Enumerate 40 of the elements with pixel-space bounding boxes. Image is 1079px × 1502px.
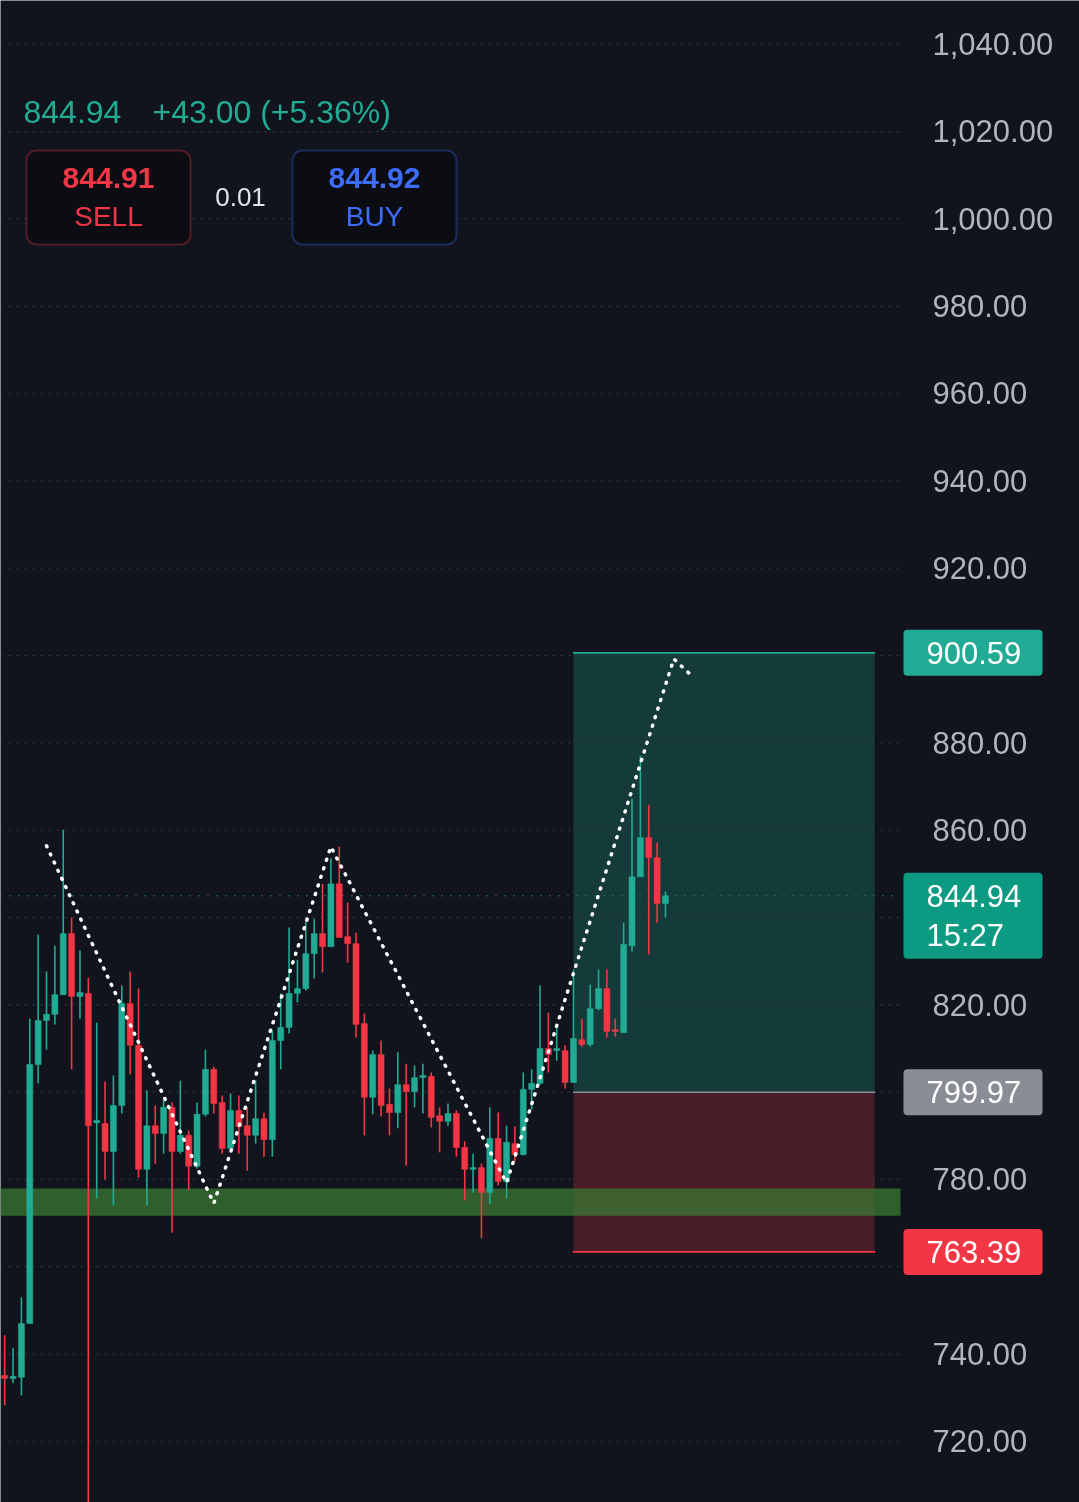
candlestick bbox=[310, 917, 318, 980]
annotation: 0.01 bbox=[215, 181, 266, 212]
annotation: +43.00 (+5.36%) bbox=[152, 93, 391, 130]
y-tick-label: 1,000.00 bbox=[932, 201, 1054, 237]
y-tick-label: 780.00 bbox=[932, 1162, 1028, 1198]
candlestick bbox=[177, 1079, 184, 1155]
y-tick-label: 940.00 bbox=[932, 463, 1028, 499]
annotation: 844.91 bbox=[62, 160, 155, 194]
y-tick-label: 1,040.00 bbox=[932, 27, 1054, 63]
candlestick bbox=[93, 1021, 100, 1200]
data-label: 799.97 bbox=[926, 1075, 1022, 1111]
candlestick bbox=[444, 1102, 452, 1127]
data-label: 763.39 bbox=[926, 1234, 1022, 1270]
annotation: 844.92 bbox=[328, 160, 421, 194]
y-tick-label: 880.00 bbox=[932, 725, 1028, 761]
candlestick bbox=[402, 1062, 410, 1167]
y-tick-label: 980.00 bbox=[932, 289, 1028, 325]
candlestick bbox=[469, 1152, 477, 1194]
candlestick bbox=[578, 1017, 586, 1048]
annotation: SELL bbox=[74, 201, 143, 232]
y-tick-label: 820.00 bbox=[932, 987, 1028, 1023]
candlestick bbox=[151, 1104, 159, 1165]
y-tick-label: 960.00 bbox=[932, 376, 1028, 412]
candlestick bbox=[319, 883, 326, 974]
candlestick bbox=[662, 890, 669, 919]
candlestick bbox=[252, 1079, 259, 1145]
annotation: 844.94 bbox=[23, 93, 122, 130]
y-tick-label: 860.00 bbox=[932, 813, 1028, 849]
y-tick-label: 720.00 bbox=[932, 1424, 1028, 1460]
ref-line-label: 844.94 15:27 bbox=[926, 878, 1022, 954]
candlestick bbox=[1, 1334, 8, 1406]
y-tick-label: 920.00 bbox=[932, 551, 1028, 587]
candlestick bbox=[260, 1111, 268, 1158]
annotation: BUY bbox=[345, 201, 404, 232]
y-tick-label: 740.00 bbox=[932, 1337, 1028, 1373]
candlestick bbox=[645, 803, 652, 956]
candlestick bbox=[76, 949, 84, 1020]
y-tick-label: 1,020.00 bbox=[932, 114, 1054, 150]
data-label: 900.59 bbox=[926, 635, 1022, 671]
line-series bbox=[44, 657, 693, 1206]
